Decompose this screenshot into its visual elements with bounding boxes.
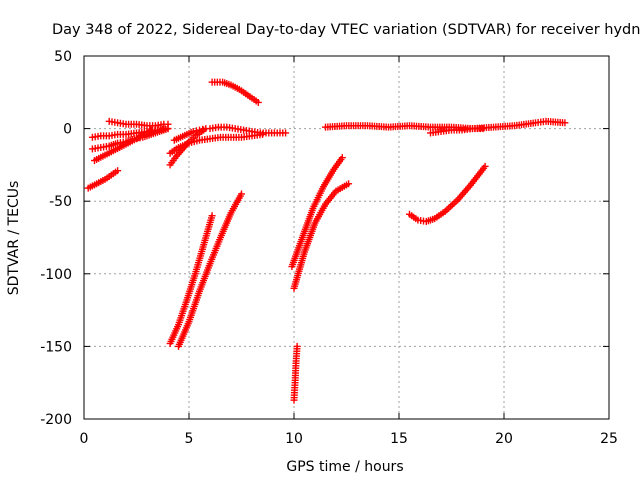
data-point — [189, 128, 197, 136]
data-point — [479, 125, 487, 133]
data-point — [238, 190, 245, 198]
data-point — [196, 126, 203, 134]
data-point — [481, 162, 489, 170]
data-point — [147, 126, 155, 134]
data-point — [192, 127, 200, 135]
data-point — [199, 125, 207, 133]
chart-points — [84, 78, 569, 404]
x-tick-label: 15 — [390, 431, 408, 447]
chart-axes: 0 5 10 15 20 25 -200 -150 -100 -50 0 50 — [40, 49, 618, 447]
data-point — [208, 212, 216, 220]
data-point — [282, 129, 290, 137]
y-tick-label: 0 — [63, 122, 72, 138]
x-tick-label: 5 — [185, 431, 194, 447]
data-point — [561, 119, 569, 127]
y-tick-label: 50 — [54, 49, 72, 65]
data-point — [164, 125, 172, 133]
x-tick-label: 10 — [285, 431, 303, 447]
y-tick-label: -100 — [40, 267, 72, 283]
data-point — [345, 180, 353, 188]
chart-grid — [84, 56, 609, 419]
x-tick-label: 25 — [600, 431, 618, 447]
plot-frame — [83, 55, 610, 420]
y-tick-label: -150 — [40, 339, 72, 355]
x-tick-label: 0 — [80, 431, 89, 447]
y-tick-label: -200 — [40, 412, 72, 428]
y-tick-label: -50 — [49, 194, 72, 210]
chart-title: Day 348 of 2022, Sidereal Day-to-day VTE… — [52, 22, 640, 38]
x-axis-label: GPS time / hours — [286, 459, 403, 475]
data-point — [254, 98, 262, 106]
y-axis-label: SDTVAR / TECUs — [6, 181, 22, 296]
data-point — [114, 167, 122, 175]
data-point — [338, 154, 346, 162]
data-point — [293, 342, 301, 350]
x-tick-label: 20 — [495, 431, 513, 447]
